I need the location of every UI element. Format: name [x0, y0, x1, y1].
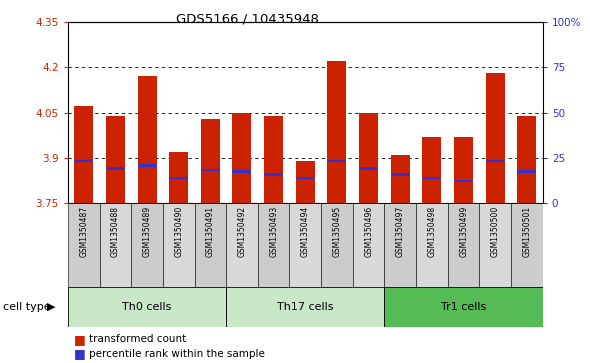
Bar — [232, 171, 251, 172]
Bar — [321, 203, 353, 287]
Text: ▶: ▶ — [47, 302, 55, 312]
Bar — [416, 203, 448, 287]
Text: GSM1350487: GSM1350487 — [79, 206, 88, 257]
Bar — [264, 115, 283, 203]
Text: GSM1350501: GSM1350501 — [523, 206, 532, 257]
Bar — [264, 174, 283, 176]
Bar — [131, 203, 163, 287]
Bar — [391, 155, 410, 203]
Text: GSM1350495: GSM1350495 — [333, 206, 342, 257]
Bar — [195, 203, 226, 287]
Bar — [385, 287, 543, 327]
Bar — [226, 203, 258, 287]
Bar — [68, 287, 226, 327]
Bar — [226, 287, 385, 327]
Text: transformed count: transformed count — [88, 334, 186, 344]
Bar — [258, 203, 290, 287]
Bar — [296, 161, 315, 203]
Bar — [290, 203, 321, 287]
Bar — [106, 167, 125, 170]
Bar — [169, 152, 188, 203]
Bar — [422, 176, 441, 179]
Text: percentile rank within the sample: percentile rank within the sample — [88, 349, 264, 359]
Text: GSM1350488: GSM1350488 — [111, 206, 120, 257]
Bar — [74, 106, 93, 203]
Bar — [68, 203, 100, 287]
Text: Th17 cells: Th17 cells — [277, 302, 333, 312]
Bar — [201, 169, 220, 171]
Bar — [163, 203, 195, 287]
Text: GSM1350494: GSM1350494 — [301, 206, 310, 257]
Bar — [327, 61, 346, 203]
Bar — [480, 203, 511, 287]
Bar — [359, 167, 378, 170]
Bar — [454, 137, 473, 203]
Bar — [232, 113, 251, 203]
Bar — [448, 203, 480, 287]
Text: ■: ■ — [74, 347, 86, 360]
Text: GSM1350496: GSM1350496 — [364, 206, 373, 257]
Bar — [454, 180, 473, 182]
Text: GSM1350498: GSM1350498 — [428, 206, 437, 257]
Text: GDS5166 / 10435948: GDS5166 / 10435948 — [176, 13, 319, 26]
Text: cell type: cell type — [3, 302, 51, 312]
Text: ■: ■ — [74, 333, 86, 346]
Text: Th0 cells: Th0 cells — [122, 302, 172, 312]
Bar — [106, 115, 125, 203]
Bar — [517, 171, 536, 172]
Text: Tr1 cells: Tr1 cells — [441, 302, 486, 312]
Text: GSM1350491: GSM1350491 — [206, 206, 215, 257]
Bar — [391, 174, 410, 176]
Bar — [385, 203, 416, 287]
Bar — [296, 176, 315, 179]
Text: GSM1350497: GSM1350497 — [396, 206, 405, 257]
Bar — [486, 160, 505, 162]
Bar — [486, 73, 505, 203]
Text: GSM1350490: GSM1350490 — [174, 206, 183, 257]
Bar — [327, 160, 346, 162]
Bar — [137, 76, 156, 203]
Bar — [169, 176, 188, 179]
Text: GSM1350489: GSM1350489 — [143, 206, 152, 257]
Bar — [517, 115, 536, 203]
Text: GSM1350492: GSM1350492 — [238, 206, 247, 257]
Bar — [74, 160, 93, 162]
Bar — [100, 203, 131, 287]
Bar — [137, 164, 156, 167]
Bar — [201, 119, 220, 203]
Bar — [353, 203, 385, 287]
Text: GSM1350493: GSM1350493 — [269, 206, 278, 257]
Bar — [422, 137, 441, 203]
Bar — [359, 113, 378, 203]
Text: GSM1350500: GSM1350500 — [491, 206, 500, 257]
Bar — [511, 203, 543, 287]
Text: GSM1350499: GSM1350499 — [459, 206, 468, 257]
